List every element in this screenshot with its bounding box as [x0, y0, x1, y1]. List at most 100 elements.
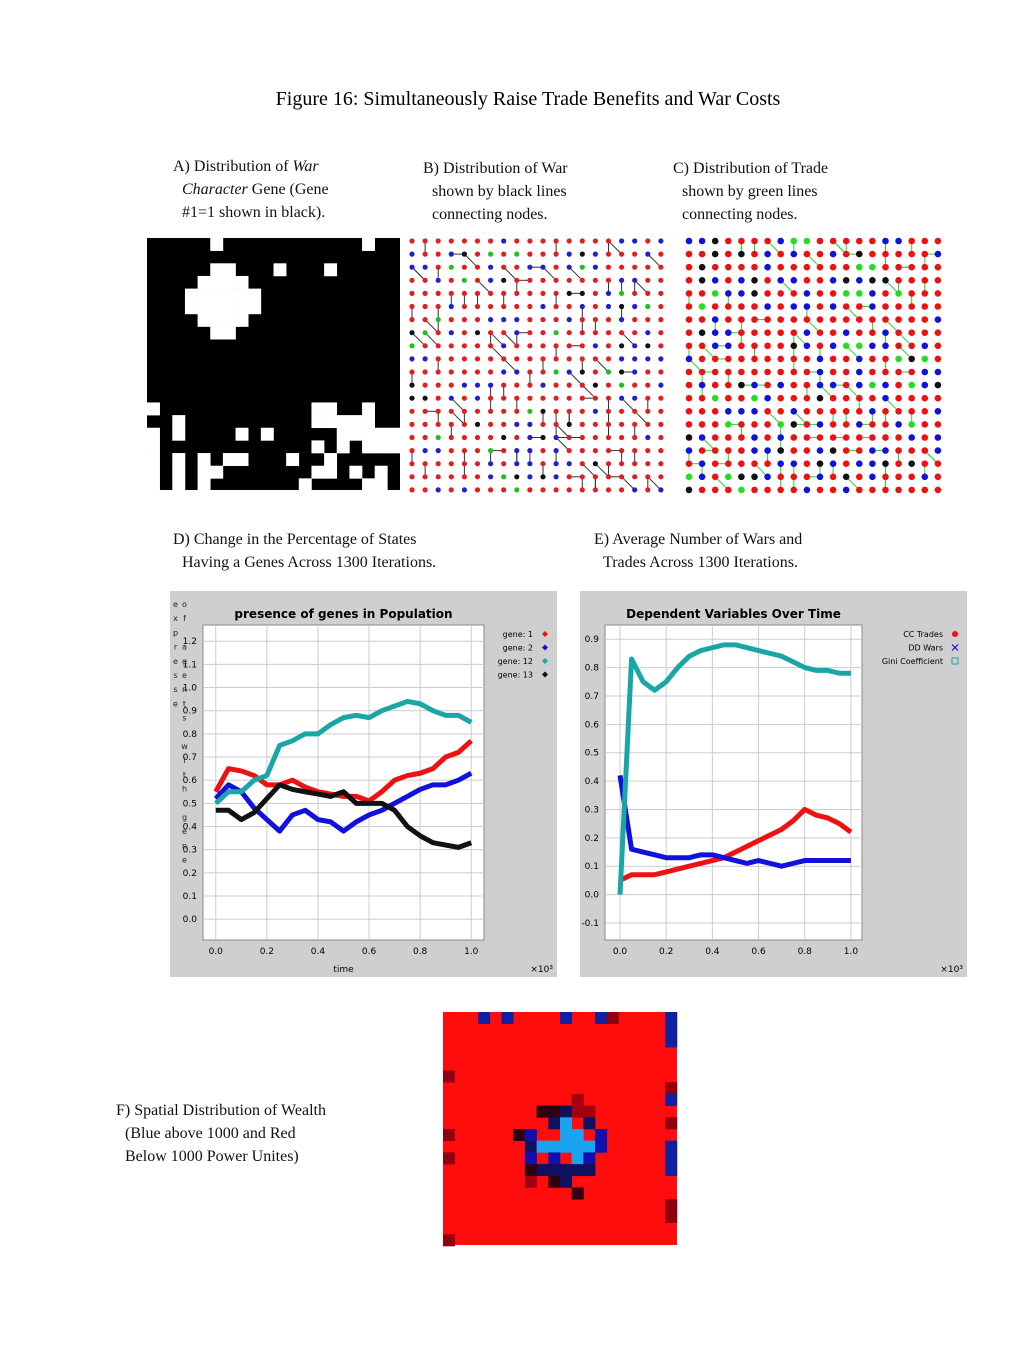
node	[711, 368, 719, 376]
node	[632, 395, 638, 401]
grid-cell	[273, 263, 287, 277]
node	[764, 290, 771, 297]
connection	[647, 253, 662, 268]
node	[725, 421, 732, 428]
legend-label: gene: 12	[498, 657, 533, 666]
grid-cell	[665, 1210, 678, 1223]
node	[579, 408, 585, 414]
legend-marker	[542, 671, 548, 678]
node	[461, 343, 467, 349]
node	[501, 382, 507, 388]
node	[540, 238, 546, 244]
node	[501, 238, 507, 244]
node	[488, 395, 494, 401]
node	[829, 277, 837, 284]
node	[934, 460, 942, 468]
node	[435, 303, 441, 310]
node	[790, 237, 798, 245]
caption-text: Gene (Gene	[247, 181, 329, 198]
node	[698, 303, 706, 310]
grid-cell	[197, 301, 211, 315]
node	[803, 394, 811, 402]
node	[856, 486, 863, 494]
caption-f: F) Spatial Distribution of Wealth (Blue …	[116, 1099, 326, 1168]
node	[738, 237, 745, 245]
node	[474, 461, 481, 467]
grid-cell	[349, 415, 363, 429]
grid-cell	[583, 1117, 596, 1130]
node	[921, 237, 929, 245]
node	[764, 486, 771, 494]
grid-cell	[362, 415, 375, 429]
node	[553, 238, 559, 244]
node	[566, 303, 572, 310]
node	[566, 461, 572, 467]
node	[777, 486, 784, 494]
grid-cell	[362, 402, 375, 416]
node	[527, 408, 533, 414]
node	[777, 342, 784, 350]
node	[803, 460, 811, 468]
node	[619, 251, 625, 257]
node	[514, 382, 520, 388]
node	[777, 329, 784, 337]
node	[685, 277, 693, 284]
grid-cell	[324, 263, 338, 277]
node	[698, 277, 706, 284]
legend-marker	[952, 631, 958, 637]
caption-text: shown by black lines	[432, 183, 567, 200]
node	[501, 395, 507, 401]
grid-cell	[387, 440, 401, 454]
node	[777, 303, 784, 310]
node	[553, 434, 559, 441]
node	[685, 303, 693, 310]
node	[461, 421, 467, 427]
node	[435, 343, 441, 349]
node	[803, 329, 811, 337]
node	[632, 408, 638, 414]
chart-title: Dependent Variables Over Time	[626, 607, 841, 621]
node	[895, 303, 902, 310]
node	[842, 486, 850, 494]
node	[645, 369, 651, 375]
grid-cell	[524, 1129, 537, 1141]
node	[409, 264, 415, 270]
node	[934, 381, 942, 389]
node	[777, 408, 784, 415]
node	[764, 394, 771, 402]
series-line	[214, 698, 473, 806]
node	[579, 395, 585, 401]
node	[777, 263, 784, 271]
node	[579, 382, 585, 388]
node	[882, 447, 889, 454]
connection	[424, 332, 439, 347]
node	[921, 434, 929, 441]
node	[553, 382, 559, 388]
node	[566, 317, 572, 323]
node	[619, 382, 625, 388]
node	[764, 237, 771, 245]
node	[856, 342, 863, 350]
node	[527, 277, 533, 283]
node	[514, 434, 520, 441]
node	[738, 394, 745, 402]
node	[698, 342, 706, 350]
node	[579, 303, 585, 310]
x-axis-label: time	[333, 965, 354, 975]
node	[540, 408, 546, 414]
node	[685, 355, 693, 363]
node	[540, 461, 546, 467]
node	[592, 487, 599, 493]
caption-text: shown by green lines	[682, 183, 818, 200]
node	[448, 251, 454, 257]
grid-cell	[595, 1140, 608, 1153]
node	[645, 251, 651, 257]
node	[725, 447, 732, 454]
node	[842, 394, 850, 402]
caption-text: B) Distribution of War	[423, 160, 568, 177]
node	[474, 408, 481, 414]
node	[422, 330, 428, 336]
connection	[634, 410, 649, 425]
caption-text: connecting nodes.	[682, 206, 798, 223]
node	[816, 277, 824, 284]
